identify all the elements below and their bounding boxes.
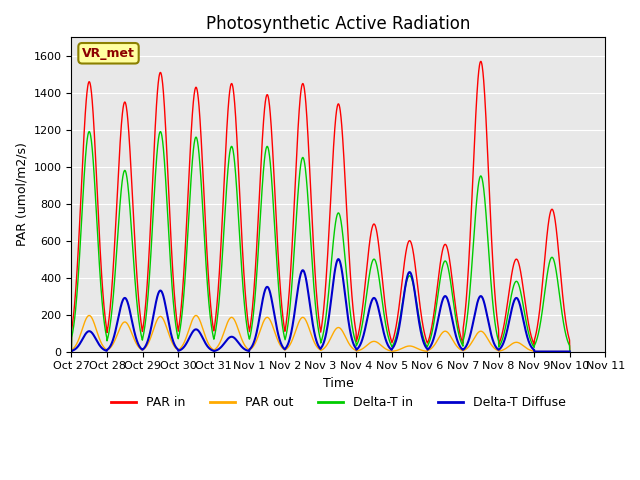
PAR in — [477, 59, 484, 64]
PAR out — [85, 312, 93, 318]
PAR in — [566, 336, 573, 342]
Delta-T in — [442, 258, 449, 264]
Line: PAR in: PAR in — [72, 61, 570, 351]
PAR in — [566, 348, 573, 354]
PAR out — [506, 343, 513, 348]
PAR out — [442, 328, 449, 334]
Line: Delta-T in: Delta-T in — [72, 132, 570, 351]
PAR in — [68, 348, 76, 354]
PAR in — [295, 115, 303, 120]
Delta-T Diffuse — [295, 281, 303, 287]
Delta-T in — [566, 348, 573, 354]
Delta-T in — [506, 303, 513, 309]
PAR out — [566, 348, 573, 354]
Delta-T Diffuse — [520, 319, 527, 325]
Delta-T in — [85, 129, 93, 134]
PAR in — [520, 289, 527, 295]
Delta-T in — [520, 306, 527, 312]
PAR out — [68, 348, 76, 354]
Title: Photosynthetic Active Radiation: Photosynthetic Active Radiation — [206, 15, 470, 33]
Delta-T Diffuse — [335, 256, 342, 262]
Line: Delta-T Diffuse: Delta-T Diffuse — [72, 259, 570, 351]
Delta-T in — [68, 348, 76, 354]
PAR out — [566, 348, 573, 354]
Legend: PAR in, PAR out, Delta-T in, Delta-T Diffuse: PAR in, PAR out, Delta-T in, Delta-T Dif… — [106, 391, 572, 414]
Delta-T in — [348, 320, 355, 325]
Delta-T Diffuse — [348, 335, 355, 341]
PAR in — [348, 286, 355, 292]
X-axis label: Time: Time — [323, 377, 354, 390]
Delta-T Diffuse — [566, 348, 573, 354]
Text: VR_met: VR_met — [82, 47, 135, 60]
Y-axis label: PAR (umol/m2/s): PAR (umol/m2/s) — [15, 143, 28, 246]
PAR out — [348, 344, 355, 350]
Delta-T Diffuse — [566, 348, 573, 354]
Delta-T Diffuse — [506, 317, 513, 323]
Delta-T in — [566, 342, 573, 348]
PAR in — [442, 241, 449, 247]
Line: PAR out: PAR out — [72, 315, 570, 351]
Delta-T in — [295, 179, 303, 184]
PAR out — [295, 319, 303, 325]
Delta-T Diffuse — [68, 348, 76, 354]
PAR out — [520, 343, 527, 349]
PAR in — [506, 287, 513, 292]
Delta-T Diffuse — [442, 293, 449, 299]
